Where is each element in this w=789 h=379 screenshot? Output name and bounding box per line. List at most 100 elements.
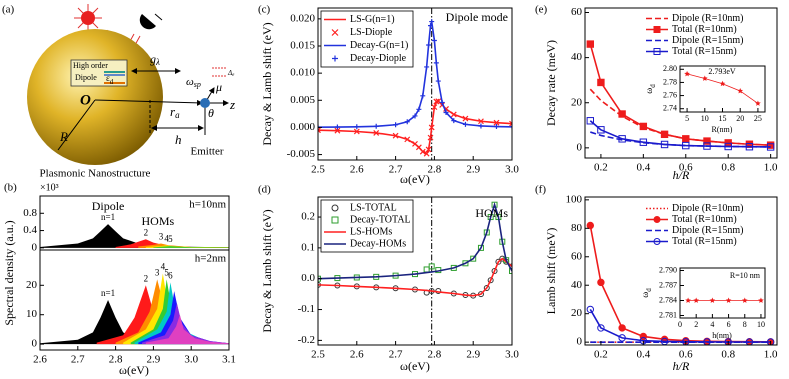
- x-tick-label: 0.2: [594, 348, 608, 360]
- z-label: z: [229, 97, 235, 112]
- legend-marker: [653, 238, 661, 245]
- x-axis-label: ω(eV): [400, 172, 430, 186]
- x-tick-label: 15: [719, 114, 727, 123]
- marker: [724, 142, 732, 151]
- marker: [428, 124, 435, 131]
- peak-label: 2: [144, 273, 149, 283]
- panel: 2.5 2.6 2.7 2.8 2.9 3.0 -0.2 -0.1 0.0 0.1 0.2 (d) ω(…: [258, 184, 519, 373]
- legend-marker: [653, 26, 661, 33]
- marker: [703, 137, 711, 145]
- axis-multiplier: ×10³: [40, 182, 59, 193]
- marker: [353, 128, 360, 135]
- marker: [719, 80, 726, 87]
- y-axis-label-text: Spectral density (a.u.): [2, 220, 16, 325]
- radius-line: [57, 99, 96, 151]
- plot-body: [684, 70, 761, 106]
- x-tick-label: 3.0: [505, 348, 519, 360]
- y-tick-label: -0.005: [287, 148, 316, 160]
- marker: [433, 98, 440, 105]
- x-axis-label: ω(eV): [119, 363, 149, 377]
- x-tick-label: 6: [727, 320, 731, 329]
- x-tick-label: 2.6: [33, 353, 47, 365]
- plot-frame: [39, 249, 230, 351]
- legend-label: Total (R=10nm): [672, 214, 737, 225]
- panel-label: (c): [258, 4, 271, 16]
- y-tick-label: 2.80: [663, 64, 677, 73]
- marker: [435, 78, 441, 84]
- marker: [462, 260, 469, 267]
- x-tick-label: 2.8: [428, 163, 442, 175]
- h-label: h: [175, 132, 182, 147]
- plot-body: [318, 8, 512, 160]
- legend-label: LS-HOMs: [350, 226, 392, 237]
- marker: [693, 297, 700, 303]
- x-tick-label: 0.2: [594, 161, 608, 173]
- y-tick-label: 0: [32, 338, 38, 350]
- y-axis-label-text: Lamb shift (meV): [544, 228, 558, 315]
- marker: [423, 150, 430, 157]
- marker: [724, 338, 732, 345]
- x-tick-label: 1.0: [764, 161, 778, 173]
- radius-label: R: [59, 129, 68, 144]
- marker: [682, 135, 690, 143]
- r-label: ra: [170, 104, 180, 120]
- delta-sub: e: [232, 73, 235, 78]
- panel-label: (b): [4, 182, 17, 194]
- x-tick-label: 2.9: [466, 348, 480, 360]
- plot-body: [40, 224, 229, 248]
- legend-label: Total (R=15nm): [672, 236, 737, 247]
- marker: [684, 70, 690, 77]
- y-axis-label-sub: d: [649, 84, 657, 88]
- eps-sub: d: [110, 78, 114, 86]
- peak-label: 2: [144, 227, 149, 237]
- y-tick-label: 0.1: [301, 241, 315, 253]
- plot-frame: [317, 7, 513, 161]
- plot-body: [586, 40, 775, 151]
- y-tick-label: 40: [571, 51, 583, 63]
- legend-label: Dipole (R=15nm): [672, 225, 743, 236]
- spectrum-area: [115, 279, 229, 345]
- marker: [745, 338, 754, 345]
- y-tick-label: 0: [577, 336, 583, 348]
- eps: ε: [106, 73, 110, 83]
- marker: [660, 140, 669, 149]
- spectrum-area: [134, 282, 229, 345]
- y-tick-label: 80: [571, 222, 583, 234]
- legend-label: Decay-Diople: [350, 53, 407, 64]
- marker: [428, 23, 434, 29]
- y-tick-label: 2.787: [659, 280, 677, 289]
- x-tick-label: 20: [736, 114, 744, 123]
- legend-label: Total (R=10nm): [672, 24, 737, 35]
- marker: [597, 278, 605, 287]
- y-tick-label: 100: [566, 193, 583, 205]
- marker: [429, 19, 435, 25]
- marker: [334, 124, 340, 130]
- marker: [354, 124, 360, 130]
- emitter-label: Emitter: [191, 146, 224, 158]
- marker: [737, 87, 744, 94]
- marker: [701, 75, 708, 81]
- y-tick-label: 0.005: [290, 94, 315, 106]
- legend-label: LS-Diople: [350, 27, 393, 38]
- omega-label: ωsp: [186, 76, 201, 89]
- x-tick-label: 2.5: [311, 348, 325, 360]
- marker: [597, 126, 605, 134]
- series-line: [589, 43, 771, 146]
- marker: [618, 334, 626, 342]
- schematic: (a) High order Dipole εd O ra R h gλ ωsp…: [2, 4, 235, 180]
- marker: [478, 118, 484, 125]
- marker: [478, 123, 484, 129]
- marker: [318, 127, 321, 134]
- plot-frame: [584, 7, 778, 159]
- legend-label: Decay-HOMs: [350, 238, 406, 249]
- y-tick-label: 10: [26, 308, 38, 320]
- legend-marker: [332, 55, 338, 62]
- marker: [462, 115, 469, 122]
- dipole-label: Dipole: [75, 73, 97, 82]
- plot-body: [318, 197, 512, 345]
- x-tick-label: 3.0: [505, 163, 519, 175]
- marker: [393, 122, 399, 128]
- y-tick-label: 0.2: [301, 211, 315, 223]
- series-line: [318, 257, 512, 297]
